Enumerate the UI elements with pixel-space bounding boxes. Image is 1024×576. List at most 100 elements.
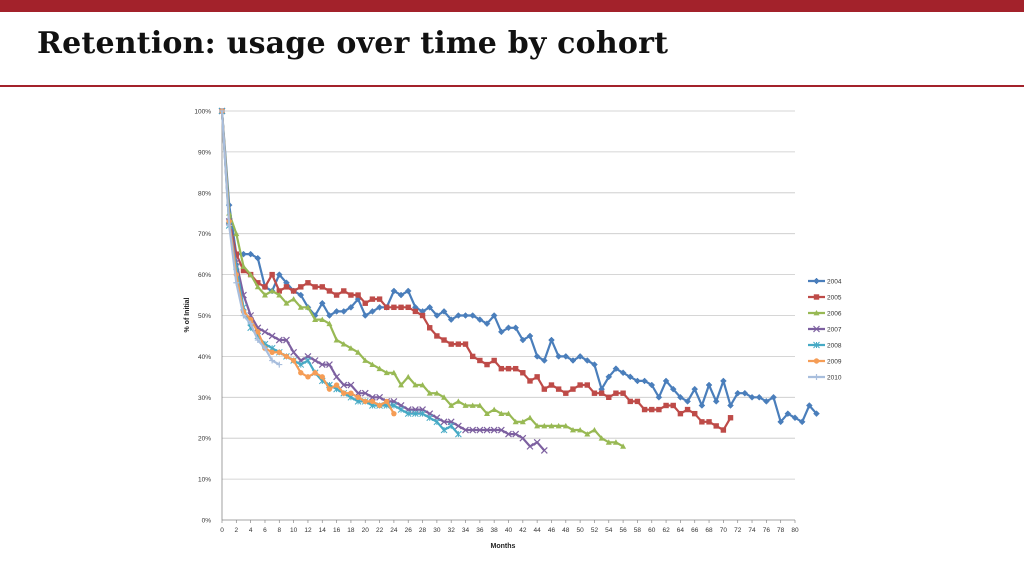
data-point-2004 <box>426 303 434 311</box>
data-point-2004 <box>297 291 305 299</box>
data-point-2004 <box>326 312 333 319</box>
y-axis-label: % of Initial <box>184 297 191 332</box>
data-point-2005 <box>684 406 691 413</box>
data-point-2006 <box>526 414 533 421</box>
x-tick-label: 24 <box>390 527 398 534</box>
data-point-2005 <box>298 284 304 290</box>
x-tick-label: 44 <box>534 527 542 534</box>
data-point-2006 <box>347 345 354 351</box>
data-point-2008 <box>419 410 426 418</box>
x-tick-label: 28 <box>419 527 427 534</box>
data-point-2006 <box>369 361 376 367</box>
data-point-2005 <box>670 402 676 409</box>
data-point-2004 <box>526 332 534 340</box>
series-line-2009 <box>220 110 395 415</box>
data-point-2005 <box>462 341 469 347</box>
data-point-2004 <box>755 393 763 401</box>
data-point-2006 <box>405 373 412 380</box>
data-point-2005 <box>240 267 247 274</box>
y-tick-label: 50% <box>198 313 211 320</box>
data-point-2007 <box>462 426 469 434</box>
data-point-2004 <box>677 393 684 401</box>
data-point-2004 <box>397 291 405 299</box>
data-point-2006 <box>519 418 526 425</box>
data-point-2005 <box>555 386 562 392</box>
data-point-2004 <box>275 271 283 278</box>
data-point-2005 <box>720 427 727 433</box>
data-point-2007 <box>497 426 505 434</box>
data-point-2005 <box>312 284 318 290</box>
data-point-2004 <box>662 377 670 385</box>
data-point-2005 <box>692 410 698 417</box>
x-tick-label: 14 <box>319 527 327 534</box>
data-point-2005 <box>520 370 526 376</box>
data-point-2004 <box>612 365 620 373</box>
data-point-2004 <box>390 287 398 295</box>
data-point-2005 <box>627 398 633 405</box>
data-point-2005 <box>598 390 605 396</box>
data-point-2005 <box>534 374 540 380</box>
data-point-2009 <box>369 398 376 405</box>
data-point-2005 <box>584 382 590 388</box>
data-point-2004 <box>641 377 648 385</box>
data-point-2006 <box>390 369 397 376</box>
axes: 0%10%20%30%40%50%60%70%80%90%100%0 2 4 6 8 10… <box>194 109 799 535</box>
series-2004 <box>218 107 820 426</box>
x-tick-label: 68 <box>705 527 713 534</box>
y-tick-label: 0% <box>202 518 212 525</box>
x-tick-label: 0 <box>220 527 224 534</box>
data-point-2009 <box>333 382 340 388</box>
data-point-2005 <box>577 382 583 388</box>
data-point-2004 <box>634 377 641 385</box>
data-point-2004 <box>626 373 634 381</box>
data-point-2004 <box>762 398 770 405</box>
x-tick-label: 50 <box>577 527 585 534</box>
data-point-2009 <box>298 370 304 376</box>
data-point-2008 <box>447 422 455 430</box>
data-point-2004 <box>734 389 742 397</box>
data-point-2004 <box>741 389 749 397</box>
data-point-2005 <box>326 288 333 294</box>
data-point-2008 <box>390 402 398 409</box>
data-point-2005 <box>362 300 368 306</box>
data-point-2006 <box>598 435 605 441</box>
data-point-2009 <box>276 349 282 356</box>
data-point-2008 <box>397 406 405 413</box>
data-point-2004 <box>505 324 512 332</box>
x-tick-label: 76 <box>763 527 771 534</box>
data-point-2009 <box>384 398 390 405</box>
data-point-2004 <box>447 316 455 323</box>
data-point-2005 <box>512 365 519 372</box>
data-point-2007 <box>318 361 326 369</box>
y-tick-label: 60% <box>198 272 211 279</box>
y-tick-label: 40% <box>198 354 211 361</box>
data-point-2005 <box>341 288 347 294</box>
data-point-2005 <box>427 325 433 331</box>
data-point-2007 <box>376 393 383 401</box>
x-tick-label: 48 <box>562 527 570 534</box>
data-point-2004 <box>648 381 656 389</box>
x-tick-label: 72 <box>734 527 742 534</box>
data-point-2004 <box>720 377 727 385</box>
data-point-2004 <box>540 357 548 364</box>
legend-marker <box>813 358 820 364</box>
data-point-2005 <box>563 390 569 396</box>
data-point-2005 <box>405 304 411 311</box>
data-point-2009 <box>290 357 297 364</box>
data-point-2006 <box>555 422 562 429</box>
data-point-2007 <box>483 426 491 434</box>
series-2006 <box>219 108 627 449</box>
data-point-2005 <box>398 304 404 311</box>
data-point-2004 <box>347 303 355 311</box>
data-point-2007 <box>275 336 283 344</box>
data-point-2007 <box>283 336 290 344</box>
data-point-2007 <box>361 389 369 397</box>
retention-line-chart: 0%10%20%30%40%50%60%70%80%90%100%0 2 4 6 8 10… <box>184 107 842 550</box>
data-point-2010 <box>233 279 240 286</box>
data-point-2006 <box>383 369 390 376</box>
legend-marker <box>813 277 820 285</box>
data-point-2004 <box>512 324 520 332</box>
data-point-2009 <box>283 353 290 360</box>
data-point-2005 <box>548 382 555 388</box>
x-tick-label: 66 <box>691 527 699 534</box>
